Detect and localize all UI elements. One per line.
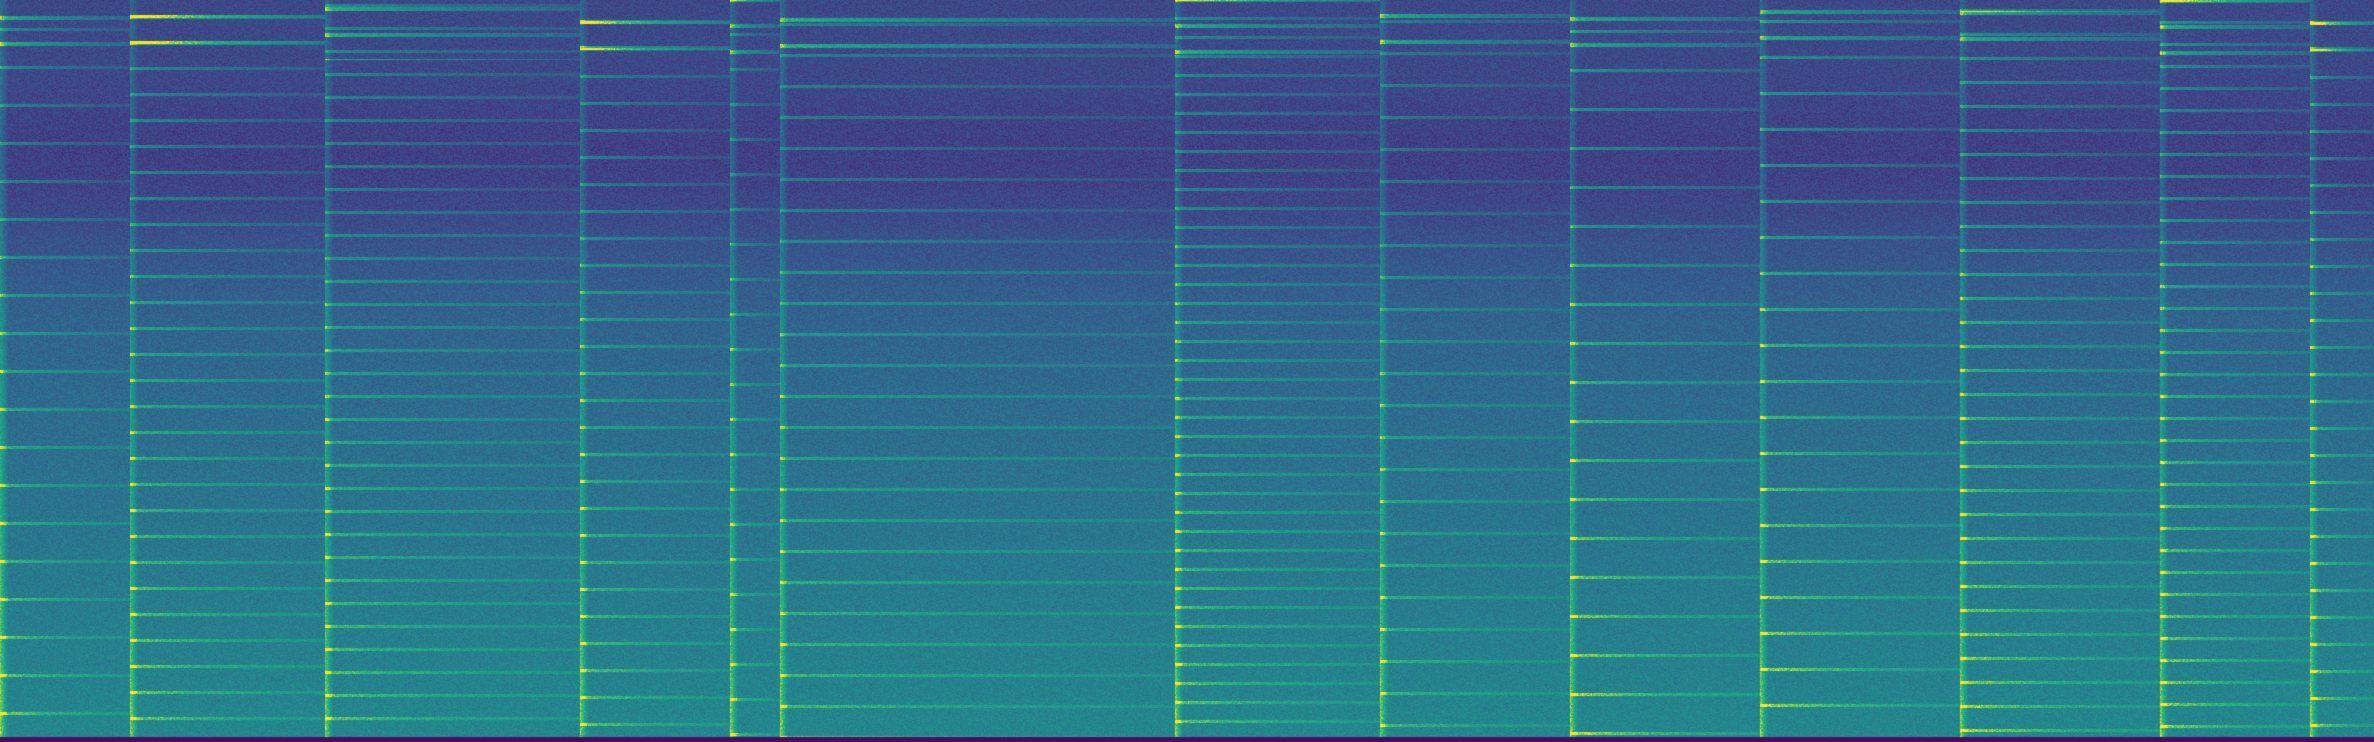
spectrogram-canvas [0,0,2374,742]
spectrogram-image [0,0,2374,742]
